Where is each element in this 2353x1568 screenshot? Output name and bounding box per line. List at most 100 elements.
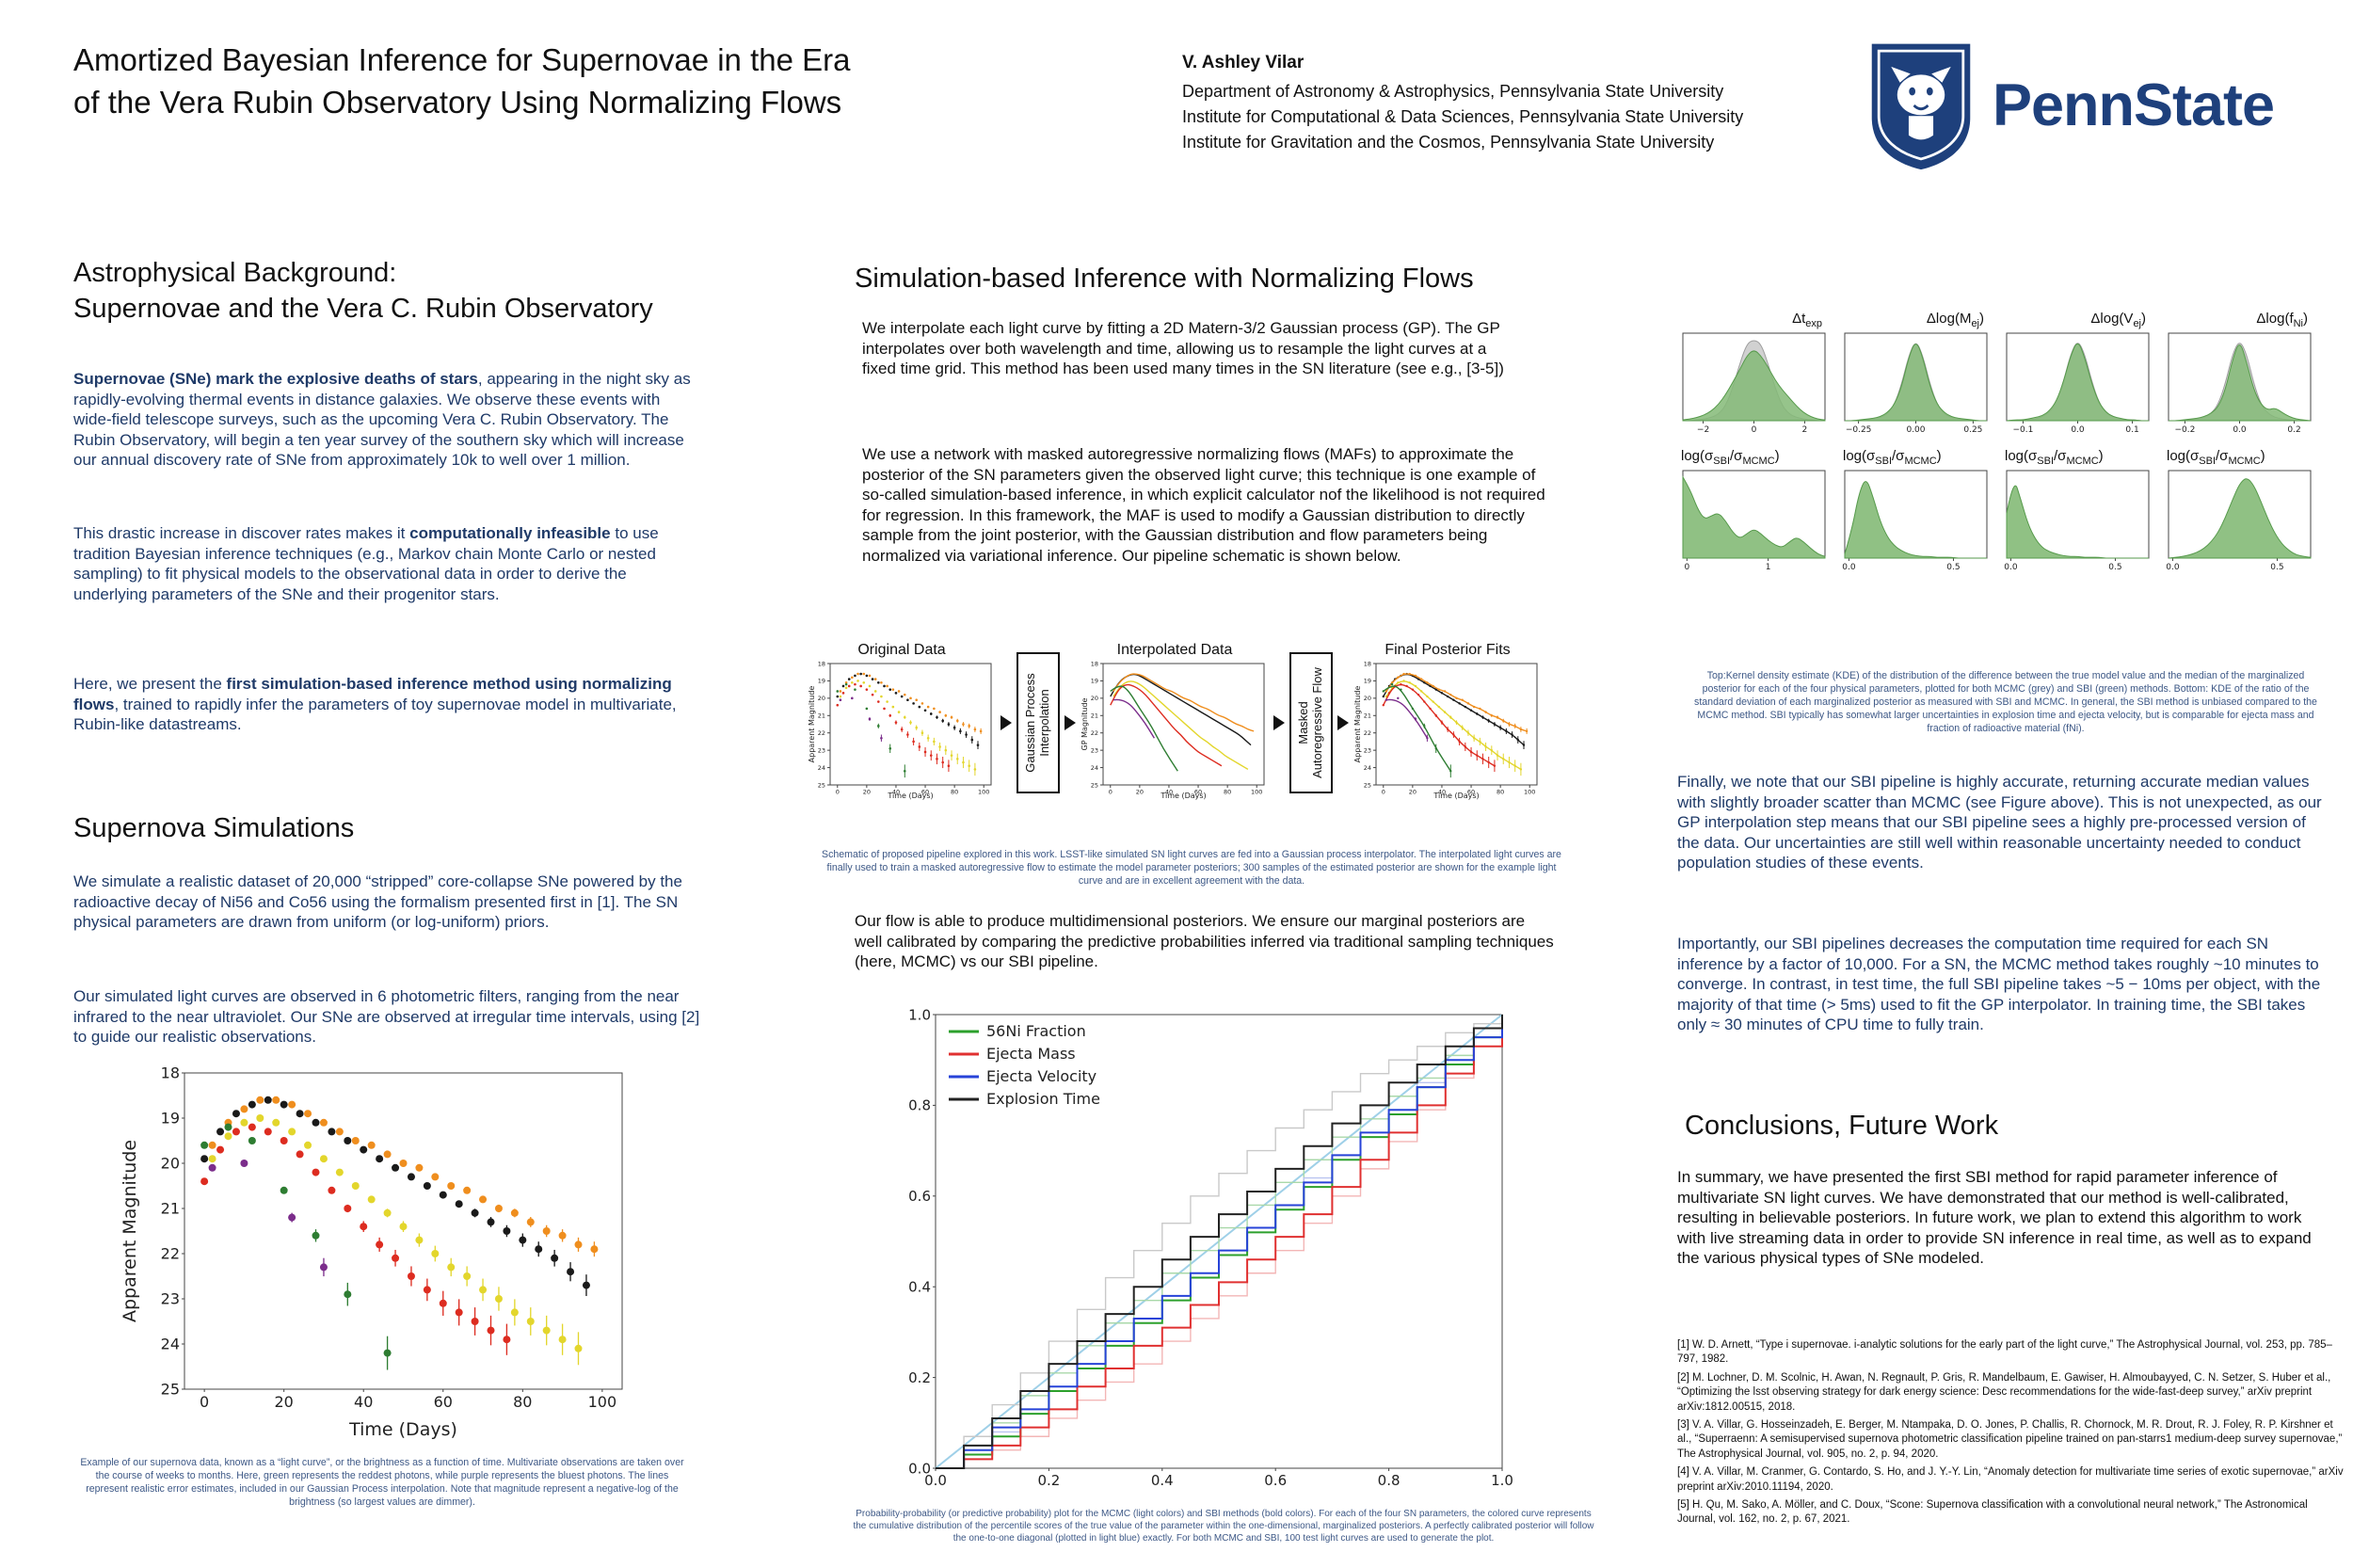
kde-caption: Top:Kernel density estimate (KDE) of the…	[1694, 670, 2317, 734]
svg-text:0.6: 0.6	[908, 1188, 931, 1205]
paragraph-text: , appearing in the night sky as rapidly-…	[73, 370, 691, 470]
schematic-original-data-panel: Original Data 0 20 40 60 80 100 18 19 20 21 22 23 24…	[808, 642, 996, 803]
svg-text:18: 18	[1091, 660, 1098, 667]
svg-text:0.6: 0.6	[1264, 1472, 1287, 1489]
svg-text:GP Magnitude: GP Magnitude	[1080, 697, 1089, 750]
svg-text:0.0: 0.0	[1842, 563, 1856, 572]
svg-text:22: 22	[818, 729, 825, 737]
results-paragraph-2: Importantly, our SBI pipelines decreases…	[1677, 935, 2321, 1034]
svg-text:19: 19	[818, 678, 825, 685]
svg-text:0.2: 0.2	[908, 1369, 931, 1386]
svg-text:25: 25	[1364, 781, 1371, 789]
svg-text:25: 25	[818, 781, 825, 789]
svg-text:0.0: 0.0	[908, 1460, 931, 1477]
svg-text:19: 19	[1364, 678, 1371, 685]
svg-text:19: 19	[1091, 678, 1098, 685]
svg-text:Time (Days): Time (Days)	[1433, 792, 1479, 800]
section-heading-sbi: Simulation-based Inference with Normaliz…	[855, 264, 1474, 294]
pennstate-shield-icon	[1871, 43, 1971, 170]
pp-plot-chart: 0.0 0.2 0.4 0.6 0.8 1.0 0.0 0.2 0.4 0.6 0.8 1.0 56Ni…	[881, 1005, 1513, 1502]
gaussian-process-box: Gaussian Process Interpolation	[1016, 651, 1060, 793]
svg-text:100: 100	[1524, 789, 1535, 796]
svg-text:24: 24	[1091, 764, 1098, 772]
svg-text:80: 80	[513, 1393, 532, 1411]
author-block: V. Ashley Vilar Department of Astronomy …	[1182, 53, 1841, 155]
kde-plot: 0.0 0.5	[1839, 467, 1993, 572]
arrow-right-icon	[1000, 714, 1012, 730]
svg-text:18: 18	[1364, 660, 1371, 667]
kde-title: log(σSBI/σMCMC)	[1681, 448, 1780, 467]
svg-text:Time (Days): Time (Days)	[348, 1419, 457, 1440]
kde-title: Δtexp	[1792, 311, 1822, 329]
arrow-right-icon	[1337, 714, 1349, 730]
pennstate-logo: PennState	[1868, 40, 2275, 171]
svg-text:0.4: 0.4	[1151, 1472, 1174, 1489]
references: [1] W. D. Arnett, “Type i supernovae. i-…	[1677, 1338, 2345, 1531]
section-heading-background-line2: Supernovae and the Vera C. Rubin Observa…	[73, 293, 653, 324]
conclusions-paragraph: In summary, we have presented the first …	[1677, 1168, 2312, 1268]
svg-text:0.8: 0.8	[908, 1097, 931, 1114]
svg-text:0.0: 0.0	[2071, 425, 2085, 435]
svg-text:21: 21	[1091, 712, 1098, 720]
svg-text:23: 23	[1091, 746, 1098, 754]
original-data-mini-chart: 0 20 40 60 80 100 18 19 20 21 22 23 24 25 Time (Days) A…	[808, 660, 996, 803]
svg-text:0.8: 0.8	[1378, 1472, 1401, 1489]
svg-text:0.1: 0.1	[2125, 425, 2138, 435]
svg-text:80: 80	[1497, 789, 1504, 796]
svg-text:1.0: 1.0	[908, 1006, 931, 1023]
section-heading-simulations: Supernova Simulations	[73, 813, 355, 843]
svg-text:0.0: 0.0	[2233, 425, 2247, 435]
svg-text:20: 20	[275, 1393, 294, 1411]
svg-text:−0.25: −0.25	[1846, 425, 1872, 435]
svg-text:23: 23	[1364, 746, 1371, 754]
svg-text:20: 20	[818, 695, 825, 702]
svg-text:80: 80	[1224, 789, 1231, 796]
sbi-paragraph-1: We interpolate each light curve by fitti…	[862, 319, 1504, 378]
calibration-paragraph: Our flow is able to produce multidimensi…	[855, 912, 1554, 971]
svg-text:0: 0	[1109, 789, 1112, 796]
svg-text:0.5: 0.5	[2270, 563, 2283, 572]
svg-text:−0.1: −0.1	[2012, 425, 2033, 435]
svg-text:60: 60	[1467, 789, 1475, 796]
svg-text:0.25: 0.25	[1963, 425, 1982, 435]
svg-text:Apparent Magnitude: Apparent Magnitude	[120, 1140, 140, 1322]
kde-title: Δlog(Vej)	[2090, 311, 2146, 329]
svg-text:20: 20	[1364, 695, 1371, 702]
reference-5: [5] H. Qu, M. Sako, A. Möller, and C. Do…	[1677, 1499, 2308, 1526]
svg-text:40: 40	[354, 1393, 373, 1411]
background-paragraph-3: Here, we present the first simulation-ba…	[73, 674, 702, 735]
svg-text:60: 60	[434, 1393, 453, 1411]
kde-title: Δlog(Mej)	[1926, 311, 1984, 329]
kde-grid: Δtexp −2 0 2 Δlog(Mej) −0.25 0.00 0.25 Δlog(…	[1677, 311, 2317, 572]
arrow-right-icon	[1064, 714, 1076, 730]
lightcurve-caption: Example of our supernova data, known as …	[80, 1457, 684, 1508]
svg-text:21: 21	[818, 712, 825, 720]
svg-text:56Ni Fraction: 56Ni Fraction	[986, 1022, 1086, 1040]
schematic-interpolated-data-panel: Interpolated Data 0 20 40 60 80 100 18 19 20 21 22…	[1080, 642, 1269, 803]
kde-panel-dtexp: Δtexp −2 0 2	[1677, 311, 1832, 435]
svg-text:40: 40	[1438, 789, 1446, 796]
gaussian-process-box-label: Gaussian Process Interpolation	[1023, 672, 1051, 773]
svg-text:Apparent Magnitude: Apparent Magnitude	[1353, 686, 1362, 763]
pipeline-schematic: Original Data 0 20 40 60 80 100 18 19 20 21 22 23 24…	[808, 642, 1583, 803]
kde-panel-dlogmej: Δlog(Mej) −0.25 0.00 0.25	[1839, 311, 1993, 435]
svg-text:100: 100	[1251, 789, 1262, 796]
kde-plot: −0.2 0.0 0.2	[2163, 329, 2317, 435]
kde-title: log(σSBI/σMCMC)	[2005, 448, 2104, 467]
arrow-right-icon	[1273, 714, 1285, 730]
sbi-paragraph-2: We use a network with masked autoregress…	[862, 445, 1545, 565]
svg-text:0.2: 0.2	[2287, 425, 2300, 435]
simulations-paragraph-2: Our simulated light curves are observed …	[73, 987, 700, 1047]
svg-text:0.5: 0.5	[1946, 563, 1960, 572]
interpolated-data-mini-chart: 0 20 40 60 80 100 18 19 20 21 22 23 24 25 Time (Days) G…	[1080, 660, 1269, 803]
svg-text:18: 18	[818, 660, 825, 667]
svg-text:23: 23	[818, 746, 825, 754]
schematic-panel-title: Final Posterior Fits	[1385, 642, 1511, 658]
svg-text:21: 21	[161, 1200, 180, 1218]
svg-text:80: 80	[951, 789, 958, 796]
svg-text:−2: −2	[1697, 425, 1709, 435]
svg-text:0.0: 0.0	[924, 1472, 947, 1489]
lightcurve-example-chart: 0 20 40 60 80 100 18 19 20 21 22 23 24 25 Time (Days) A…	[120, 1064, 633, 1440]
